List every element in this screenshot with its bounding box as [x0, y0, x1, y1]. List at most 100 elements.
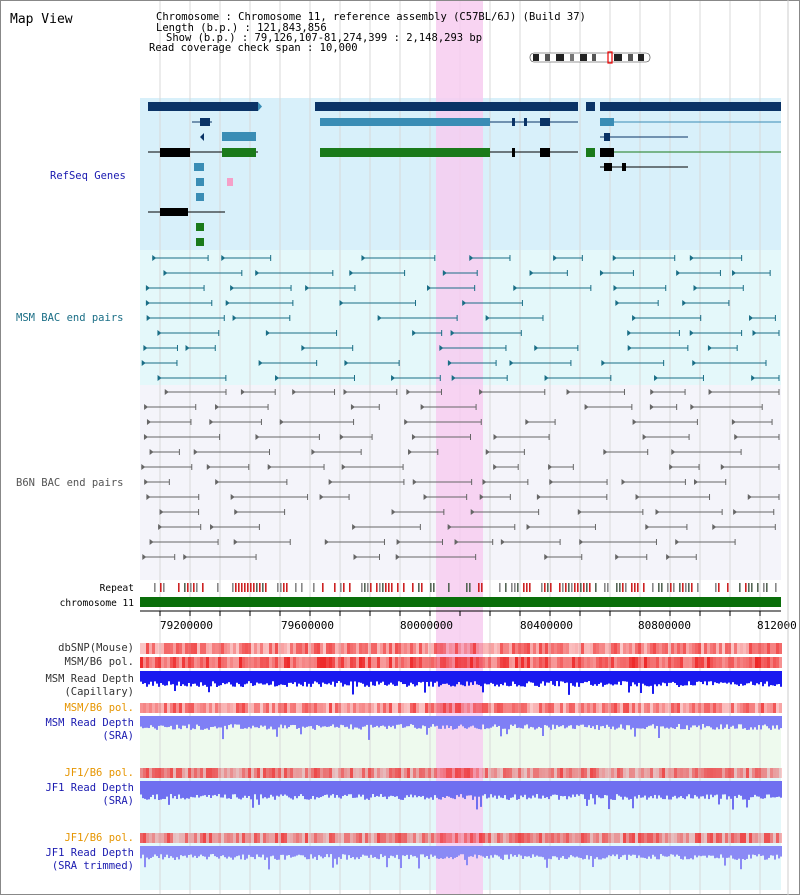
- heat-cell: [347, 768, 350, 778]
- depth-bar: [280, 671, 282, 685]
- msm-depth-sra-track[interactable]: [140, 716, 782, 740]
- heat-cell: [194, 833, 197, 843]
- depth-bar: [288, 671, 290, 683]
- depth-bar: [376, 671, 378, 682]
- msm-depth-capillary-track[interactable]: [140, 671, 782, 695]
- depth-bar: [484, 671, 486, 684]
- depth-bar: [520, 671, 522, 687]
- depth-bar: [710, 671, 712, 682]
- heat-cell: [164, 703, 167, 713]
- depth-bar: [428, 846, 430, 860]
- repeat-mark: [652, 583, 654, 592]
- gene-model[interactable]: [148, 102, 258, 111]
- depth-bar: [240, 671, 242, 687]
- depth-bar: [386, 671, 388, 686]
- bac-end: [221, 255, 226, 261]
- depth-bar: [524, 671, 526, 687]
- depth-bar: [308, 846, 310, 860]
- heat-cell: [350, 657, 353, 668]
- gene-model[interactable]: [586, 102, 595, 111]
- heat-cell: [674, 703, 677, 713]
- heat-cell: [233, 657, 236, 668]
- msm-b6-pol-heat-track-2[interactable]: [140, 703, 782, 713]
- depth-bar: [698, 781, 700, 799]
- bac-end: [666, 554, 671, 560]
- jf1-b6-pol-heat-track-2[interactable]: [140, 833, 782, 843]
- gene-model[interactable]: [160, 148, 190, 157]
- heat-cell: [227, 703, 230, 713]
- depth-bar: [740, 846, 742, 870]
- depth-bar: [570, 671, 572, 684]
- heat-cell: [470, 703, 473, 713]
- gene-model[interactable]: [320, 118, 490, 126]
- depth-bar: [328, 716, 330, 727]
- depth-bar: [674, 671, 676, 684]
- heat-cell: [281, 768, 284, 778]
- gene-model[interactable]: [320, 148, 490, 157]
- depth-bar: [176, 781, 178, 799]
- heat-cell: [698, 657, 701, 668]
- depth-bar: [664, 846, 666, 857]
- heat-cell: [326, 657, 329, 668]
- heat-cell: [593, 768, 596, 778]
- heat-cell: [329, 643, 332, 654]
- bac-end: [692, 360, 697, 366]
- heat-cell: [299, 643, 302, 654]
- depth-bar: [612, 781, 614, 800]
- heat-cell: [764, 657, 767, 668]
- depth-bar: [682, 716, 684, 730]
- depth-bar: [724, 781, 726, 795]
- gene-model[interactable]: [315, 102, 578, 111]
- depth-bar: [190, 671, 192, 687]
- repeat-track[interactable]: [154, 583, 777, 592]
- heat-cell: [554, 768, 557, 778]
- b6n-bac-end-pairs-track[interactable]: [141, 389, 780, 560]
- heat-cell: [527, 768, 530, 778]
- depth-bar: [470, 671, 472, 683]
- heat-cell: [416, 703, 419, 713]
- heat-cell: [599, 833, 602, 843]
- bac-end: [650, 389, 655, 395]
- depth-bar: [334, 716, 336, 728]
- msm-bac-end-pairs-track[interactable]: [141, 255, 780, 381]
- chromosome-ideogram[interactable]: [529, 51, 651, 64]
- chromosome-bar[interactable]: [140, 597, 781, 607]
- heat-cell: [776, 643, 779, 654]
- heat-cell: [485, 657, 488, 668]
- depth-bar: [402, 716, 404, 728]
- gene-model[interactable]: [222, 132, 256, 141]
- depth-bar: [674, 781, 676, 796]
- jf1-b6-pol-heat-track[interactable]: [140, 768, 782, 778]
- depth-bar: [148, 671, 150, 685]
- bac-end: [671, 449, 676, 455]
- repeat-mark: [217, 583, 219, 592]
- refseq-genes-track[interactable]: [148, 102, 781, 246]
- depth-bar: [564, 671, 566, 684]
- repeat-mark: [589, 583, 591, 592]
- heat-cell: [503, 833, 506, 843]
- depth-bar: [350, 671, 352, 682]
- heat-cell: [659, 703, 662, 713]
- heat-cell: [755, 833, 758, 843]
- jf1-depth-trimmed-track[interactable]: [140, 846, 782, 870]
- heat-cell: [779, 643, 782, 654]
- depth-bar: [700, 671, 702, 682]
- depth-bar: [158, 716, 160, 726]
- depth-bar: [750, 716, 752, 728]
- jf1-depth-sra-track[interactable]: [140, 781, 782, 810]
- gene-model[interactable]: [600, 102, 781, 111]
- dbsnp-heat-track[interactable]: [140, 643, 782, 654]
- depth-bar: [170, 781, 172, 795]
- depth-bar: [552, 846, 554, 857]
- msm-b6-pol-heat-track[interactable]: [140, 657, 782, 668]
- heat-cell: [413, 657, 416, 668]
- depth-bar: [242, 846, 244, 855]
- label-jf1-pol-1: JF1/B6 pol.: [64, 767, 134, 779]
- repeat-mark: [583, 583, 585, 592]
- depth-bar: [154, 716, 156, 729]
- gene-model[interactable]: [222, 148, 256, 157]
- heat-cell: [632, 703, 635, 713]
- heat-cell: [179, 703, 182, 713]
- depth-bar: [254, 671, 256, 686]
- heat-cell: [611, 833, 614, 843]
